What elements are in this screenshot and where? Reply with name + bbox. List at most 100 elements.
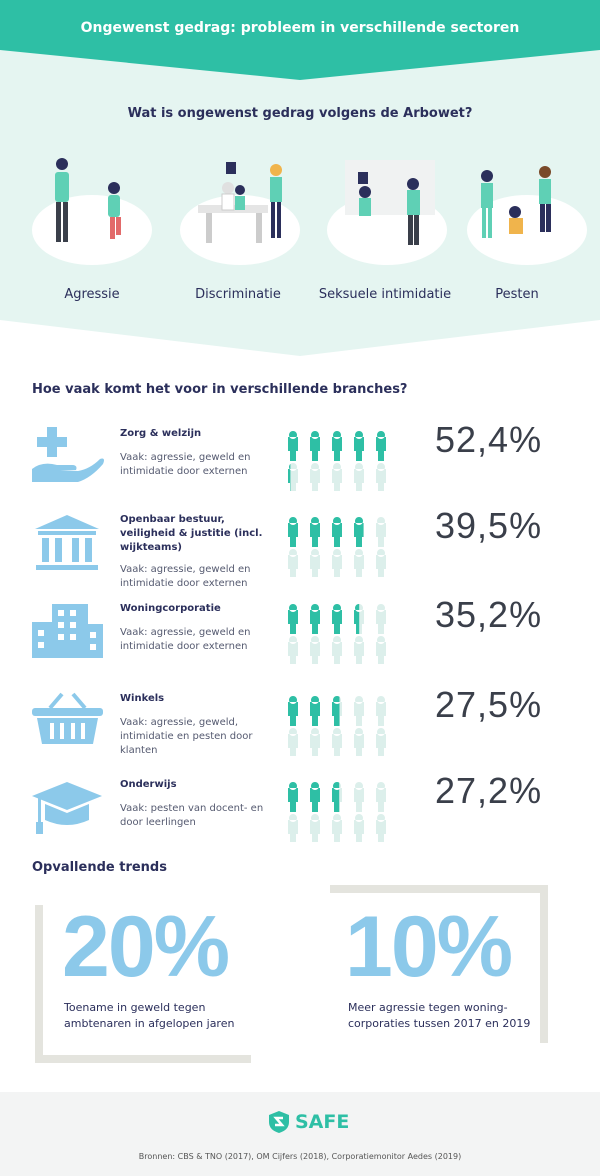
branch-name: Openbaar bestuur, veiligheid & justitie … xyxy=(120,514,263,553)
person-figure xyxy=(376,549,386,577)
person-figure xyxy=(354,814,364,842)
shield-icon xyxy=(269,1111,289,1133)
person-figure xyxy=(354,517,364,547)
person-figure xyxy=(332,782,342,812)
pesten-illustration xyxy=(467,166,587,265)
branch-name: Winkels xyxy=(120,693,165,704)
apartment-building-icon xyxy=(32,604,103,658)
person-figure xyxy=(376,696,386,726)
branch-row: Onderwijs Vaak: pesten van docent- en do… xyxy=(0,770,600,856)
person-figure xyxy=(310,696,320,726)
person-figure xyxy=(332,696,342,726)
person-figure xyxy=(310,814,320,842)
person-figure xyxy=(354,549,364,577)
graduation-cap-icon xyxy=(32,782,102,834)
category-label-agressie: Agressie xyxy=(64,287,120,302)
government-building-icon xyxy=(35,515,99,570)
person-figure xyxy=(376,517,386,547)
trends-heading: Opvallende trends xyxy=(32,860,167,875)
arbowet-heading: Wat is ongewenst gedrag volgens de Arbow… xyxy=(127,106,473,121)
person-figure xyxy=(332,549,342,577)
branches-heading: Hoe vaak komt het voor in verschillende … xyxy=(32,382,408,397)
person-figure xyxy=(376,604,386,634)
person-figure xyxy=(310,431,320,461)
person-figure xyxy=(376,431,386,461)
sources-text: Bronnen: CBS & TNO (2017), OM Cijfers (2… xyxy=(138,1152,462,1161)
page-title: Ongewenst gedrag: probleem in verschille… xyxy=(80,20,520,36)
person-figure xyxy=(310,636,320,664)
hand-plus-icon xyxy=(32,427,104,482)
discriminatie-illustration xyxy=(180,162,300,265)
person-figure xyxy=(332,431,342,461)
person-figure xyxy=(354,431,364,461)
branch-description: Vaak: agressie, geweld en intimidatie do… xyxy=(120,627,251,652)
person-figure xyxy=(288,463,298,491)
person-figure xyxy=(354,463,364,491)
branch-name: Zorg & welzijn xyxy=(120,428,202,439)
person-figure xyxy=(288,549,298,577)
person-figure xyxy=(310,782,320,812)
person-figure xyxy=(310,604,320,634)
person-figure xyxy=(332,814,342,842)
person-figure xyxy=(376,782,386,812)
branch-description: Vaak: agressie, geweld en intimidatie do… xyxy=(120,564,251,589)
seksuele-intimidatie-illustration xyxy=(327,160,447,265)
trend-value: 10% xyxy=(345,899,513,995)
person-figure xyxy=(288,517,298,547)
trend-value: 20% xyxy=(62,899,230,995)
person-figure xyxy=(288,728,298,756)
trend-frame xyxy=(330,885,548,1043)
branch-row: Woningcorporatie Vaak: agressie, geweld … xyxy=(0,594,600,680)
shopping-basket-icon xyxy=(32,692,103,744)
person-figure xyxy=(310,549,320,577)
branch-row: Zorg & welzijn Vaak: agressie, geweld en… xyxy=(0,419,600,505)
pictogram xyxy=(288,517,386,577)
category-label-seksuele-intimidatie: Seksuele intimidatie xyxy=(318,287,452,302)
trend-text: Toename in geweld tegen ambtenaren in af… xyxy=(64,1001,235,1030)
branch-name: Onderwijs xyxy=(120,779,177,790)
person-figure xyxy=(288,431,298,461)
agressie-illustration xyxy=(32,158,152,265)
trend-text: Meer agressie tegen woning-corporaties t… xyxy=(348,1001,531,1030)
branch-row: Openbaar bestuur, veiligheid & justitie … xyxy=(0,505,600,591)
header-background xyxy=(0,0,600,356)
person-figure xyxy=(376,814,386,842)
person-figure xyxy=(376,728,386,756)
person-figure xyxy=(354,604,364,634)
safe-logo: SAFE xyxy=(268,1110,349,1134)
person-figure xyxy=(288,814,298,842)
footer: SAFE Bronnen: CBS & TNO (2017), OM Cijfe… xyxy=(0,1092,600,1176)
branch-percentage: 27,5% xyxy=(435,684,543,725)
trend-frame xyxy=(35,905,251,1063)
person-figure xyxy=(354,728,364,756)
person-figure xyxy=(332,517,342,547)
pictogram xyxy=(288,782,386,842)
pictogram xyxy=(288,431,386,491)
person-figure xyxy=(376,636,386,664)
person-figure xyxy=(332,728,342,756)
branch-description: Vaak: pesten van docent- en door leerlin… xyxy=(120,803,264,828)
person-figure xyxy=(288,782,298,812)
person-figure xyxy=(354,696,364,726)
branch-percentage: 27,2% xyxy=(435,770,543,811)
pictogram xyxy=(288,604,386,664)
person-figure xyxy=(332,636,342,664)
person-figure xyxy=(288,636,298,664)
person-figure xyxy=(310,517,320,547)
person-figure xyxy=(354,782,364,812)
person-figure xyxy=(332,604,342,634)
person-figure xyxy=(288,696,298,726)
branch-description: Vaak: agressie, geweld en intimidatie do… xyxy=(120,452,251,477)
branch-name: Woningcorporatie xyxy=(120,603,221,614)
pictogram xyxy=(288,696,386,756)
branch-row: Winkels Vaak: agressie, geweld, intimida… xyxy=(0,684,600,770)
branch-percentage: 39,5% xyxy=(435,505,543,546)
branch-percentage: 35,2% xyxy=(435,594,543,635)
branch-description: Vaak: agressie, geweld, intimidatie en p… xyxy=(120,717,253,756)
branch-percentage: 52,4% xyxy=(435,419,543,460)
logo-text: SAFE xyxy=(295,1111,350,1133)
person-figure xyxy=(288,604,298,634)
person-figure xyxy=(310,728,320,756)
person-figure xyxy=(376,463,386,491)
person-figure xyxy=(310,463,320,491)
